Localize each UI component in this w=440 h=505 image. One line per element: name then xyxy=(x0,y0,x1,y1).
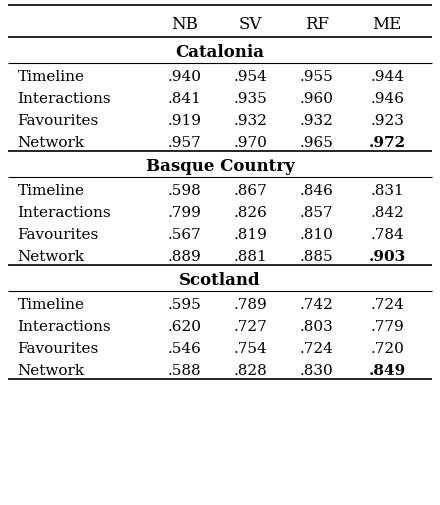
Text: .940: .940 xyxy=(168,70,202,84)
Text: .889: .889 xyxy=(168,249,202,263)
Text: .944: .944 xyxy=(370,70,404,84)
Text: Network: Network xyxy=(18,249,85,263)
Text: ME: ME xyxy=(373,16,402,33)
Text: .779: .779 xyxy=(370,319,404,333)
Text: .919: .919 xyxy=(168,114,202,127)
Text: Catalonia: Catalonia xyxy=(176,44,264,61)
Text: .819: .819 xyxy=(234,227,268,241)
Text: .903: .903 xyxy=(369,249,406,263)
Text: .546: .546 xyxy=(168,341,202,355)
Text: .830: .830 xyxy=(300,363,334,377)
Text: Favourites: Favourites xyxy=(18,227,99,241)
Text: .620: .620 xyxy=(168,319,202,333)
Text: .846: .846 xyxy=(300,183,334,197)
Text: Network: Network xyxy=(18,135,85,149)
Text: .754: .754 xyxy=(234,341,268,355)
Text: .885: .885 xyxy=(300,249,334,263)
Text: Timeline: Timeline xyxy=(18,70,84,84)
Text: Interactions: Interactions xyxy=(18,319,111,333)
Text: SV: SV xyxy=(239,16,263,33)
Text: .841: .841 xyxy=(168,91,202,106)
Text: .803: .803 xyxy=(300,319,334,333)
Text: .810: .810 xyxy=(300,227,334,241)
Text: .932: .932 xyxy=(300,114,334,127)
Text: .857: .857 xyxy=(300,206,334,219)
Text: .588: .588 xyxy=(168,363,202,377)
Text: Interactions: Interactions xyxy=(18,91,111,106)
Text: .727: .727 xyxy=(234,319,268,333)
Text: .932: .932 xyxy=(234,114,268,127)
Text: .828: .828 xyxy=(234,363,268,377)
Text: NB: NB xyxy=(171,16,198,33)
Text: .567: .567 xyxy=(168,227,202,241)
Text: RF: RF xyxy=(305,16,329,33)
Text: .598: .598 xyxy=(168,183,202,197)
Text: .784: .784 xyxy=(370,227,404,241)
Text: .946: .946 xyxy=(370,91,404,106)
Text: .957: .957 xyxy=(168,135,202,149)
Text: Timeline: Timeline xyxy=(18,183,84,197)
Text: .826: .826 xyxy=(234,206,268,219)
Text: .849: .849 xyxy=(369,363,406,377)
Text: .955: .955 xyxy=(300,70,334,84)
Text: Favourites: Favourites xyxy=(18,114,99,127)
Text: .842: .842 xyxy=(370,206,404,219)
Text: .831: .831 xyxy=(370,183,404,197)
Text: .720: .720 xyxy=(370,341,404,355)
Text: Favourites: Favourites xyxy=(18,341,99,355)
Text: Timeline: Timeline xyxy=(18,297,84,311)
Text: Interactions: Interactions xyxy=(18,206,111,219)
Text: .972: .972 xyxy=(369,135,406,149)
Text: .954: .954 xyxy=(234,70,268,84)
Text: .789: .789 xyxy=(234,297,268,311)
Text: .935: .935 xyxy=(234,91,268,106)
Text: Scotland: Scotland xyxy=(179,271,261,288)
Text: .595: .595 xyxy=(168,297,202,311)
Text: .960: .960 xyxy=(300,91,334,106)
Text: .965: .965 xyxy=(300,135,334,149)
Text: .742: .742 xyxy=(300,297,334,311)
Text: Network: Network xyxy=(18,363,85,377)
Text: .724: .724 xyxy=(370,297,404,311)
Text: .867: .867 xyxy=(234,183,268,197)
Text: .799: .799 xyxy=(168,206,202,219)
Text: .923: .923 xyxy=(370,114,404,127)
Text: .724: .724 xyxy=(300,341,334,355)
Text: .881: .881 xyxy=(234,249,268,263)
Text: .970: .970 xyxy=(234,135,268,149)
Text: Basque Country: Basque Country xyxy=(146,158,294,174)
